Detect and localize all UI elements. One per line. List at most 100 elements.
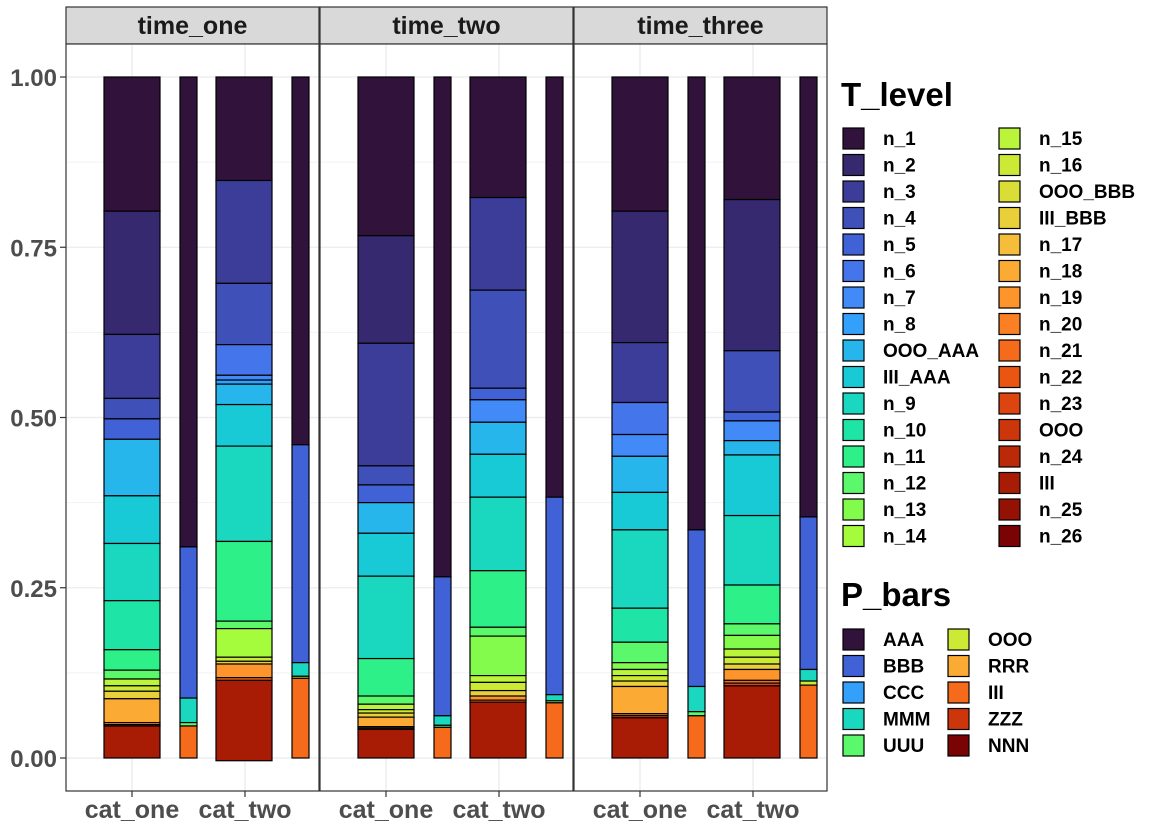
legend-key: [842, 127, 865, 150]
legend-title: T_level: [841, 76, 953, 113]
bar-segment-iii-aaa: [723, 454, 781, 517]
legend-label: n_8: [883, 315, 916, 336]
legend-item: n_25: [998, 498, 1083, 521]
legend-item: UUU: [842, 734, 924, 757]
legend-key: [842, 654, 865, 678]
legend-label: n_22: [1039, 368, 1082, 389]
p-bar-cat-two: [545, 76, 564, 759]
bar-segment-aaa: [433, 76, 452, 578]
legend-key: [842, 233, 865, 256]
legend-key: [998, 206, 1021, 230]
bar-segment-n-11: [357, 657, 415, 697]
legend-item: n_1: [842, 127, 916, 150]
legend-item: n_20: [998, 312, 1082, 336]
bar-segment-n-18: [357, 716, 415, 728]
bar-segment-n-6: [215, 344, 273, 376]
legend-label: CCC: [883, 683, 924, 704]
legend-key: [998, 498, 1021, 521]
bar-segment-n-4: [357, 465, 415, 486]
legend-item: n_10: [842, 418, 926, 442]
legend-item: OOO_AAA: [842, 339, 979, 362]
bar-segment-n-3: [215, 179, 273, 284]
bar-segment-iii-aaa: [215, 403, 273, 447]
legend-label: BBB: [883, 657, 924, 678]
p-bar-cat-two: [291, 76, 310, 759]
panel-border: [319, 43, 574, 792]
facet-panels: time_one cat_one cat_two time_two cat_one cat…: [65, 6, 828, 824]
legend-label: n_3: [883, 182, 916, 203]
legend-item: n_14: [842, 524, 927, 548]
bar-segment-n-4: [215, 282, 273, 346]
bar-segment-n-2: [611, 210, 669, 344]
legend-item: n_4: [842, 206, 916, 230]
bar-segment-iii: [545, 702, 564, 759]
bar-segment-ooo-aaa: [357, 502, 415, 534]
legends: T_level n_1 n_2 n_3 n_4 n_5 n_6 n_7 n_8 OOO_AAA II…: [841, 76, 1135, 757]
legend-item: n_23: [998, 392, 1082, 415]
legend-label: n_16: [1039, 156, 1082, 177]
legend-key: [998, 339, 1021, 362]
legend-key: [998, 153, 1021, 177]
legend-label: NNN: [988, 736, 1029, 757]
legend-item: n_9: [842, 392, 916, 415]
bar-segment-n-11: [469, 570, 527, 628]
legend-key: [998, 259, 1021, 283]
bar-segment-n-2: [723, 198, 781, 352]
legend-item: OOO_BBB: [998, 180, 1135, 203]
legend-label: n_21: [1039, 341, 1083, 362]
legend-key: [842, 524, 865, 548]
legend-label: III_AAA: [883, 368, 951, 389]
legend-key: [842, 339, 865, 362]
bar-segment-n-16: [103, 685, 161, 692]
legend-key: [998, 392, 1021, 415]
legend-label: III: [988, 683, 1004, 704]
legend-label: n_13: [883, 500, 926, 521]
legend-key: [842, 153, 865, 177]
bar-segment-iii: [179, 725, 198, 759]
legend-key: [998, 286, 1021, 309]
bar-segment-iii: [723, 685, 781, 759]
bar-segment-bbb: [179, 546, 198, 699]
panel-border: [65, 43, 320, 792]
bar-segment-n-18: [611, 685, 669, 715]
bar-segment-n-6: [611, 401, 669, 436]
bar-segment-bbb: [687, 529, 706, 688]
panel-border: [573, 43, 828, 792]
legend-key: [842, 707, 865, 731]
bar-segment-n-12: [103, 669, 161, 680]
facet-panel-time_two: time_two cat_one cat_two: [319, 6, 574, 824]
bar-segment-n-7: [469, 399, 527, 423]
legend-item: n_24: [998, 445, 1083, 468]
bar-segment-n-1: [611, 76, 669, 212]
facet-strip-label: time_two: [392, 12, 500, 40]
bar-segment-aaa: [179, 76, 198, 548]
legend-label: n_4: [883, 209, 916, 230]
t-level-bar-cat-two: [723, 76, 781, 759]
x-tick-label: cat_one: [339, 796, 434, 824]
t-level-bar-cat-one: [103, 76, 161, 759]
bar-segment-mmm: [291, 662, 310, 677]
legend-item: BBB: [842, 654, 924, 678]
facet-strip-label: time_one: [138, 12, 248, 40]
y-axis: 0.00 0.25 0.50 0.75 1.00: [10, 65, 66, 773]
bar-segment-aaa: [799, 76, 818, 518]
bar-segment-n-12: [357, 695, 415, 705]
legend-label: n_23: [1039, 394, 1082, 415]
p-bar-cat-one: [433, 76, 452, 759]
y-tick-label: 1.00: [10, 65, 57, 92]
legend-item: n_5: [842, 233, 916, 256]
legend-label: n_12: [883, 474, 926, 495]
bar-segment-bbb: [433, 576, 452, 717]
legend-label: RRR: [988, 657, 1029, 678]
x-tick-label: cat_two: [452, 796, 545, 824]
p-bar-cat-one: [179, 76, 198, 759]
legend-label: n_15: [1039, 129, 1083, 150]
legend-label: OOO: [1039, 421, 1083, 442]
legend-label: III: [1039, 474, 1055, 495]
bar-segment-n-12: [469, 626, 527, 637]
legend-item: ZZZ: [947, 707, 1023, 731]
legend-item: n_6: [842, 259, 916, 283]
legend-key: [842, 418, 865, 442]
legend-label: UUU: [883, 736, 924, 757]
facet-strip-label: time_three: [637, 12, 764, 40]
